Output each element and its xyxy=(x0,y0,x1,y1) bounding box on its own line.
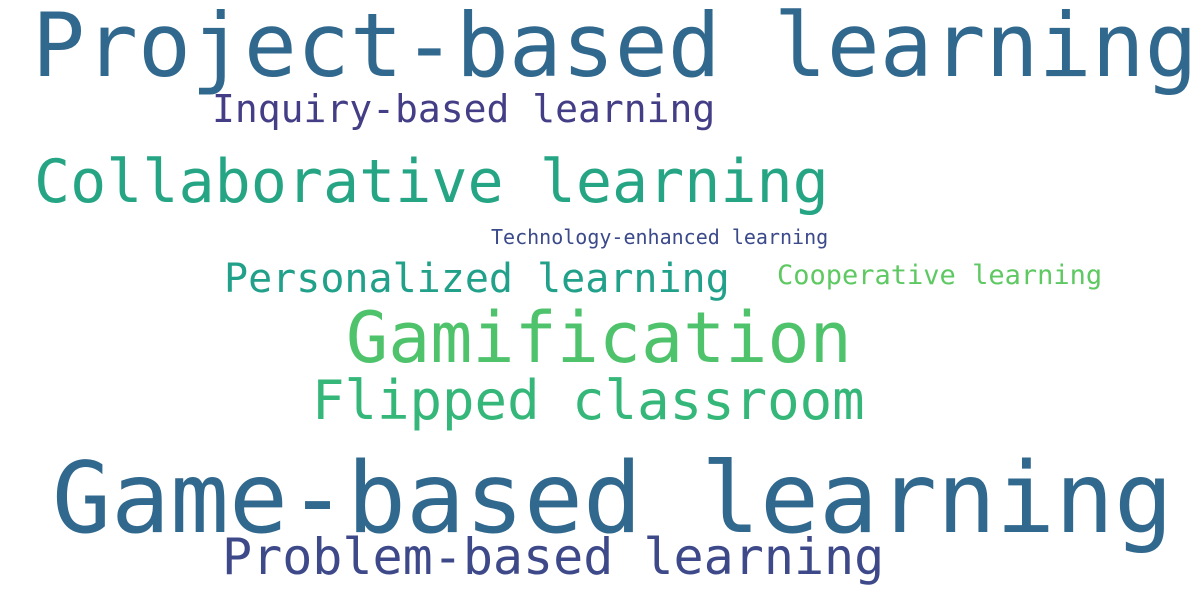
word-cooperative-learning: Cooperative learning xyxy=(777,260,1103,291)
word-game-based-learning: Game-based learning xyxy=(52,442,1174,556)
word-personalized-learning: Personalized learning xyxy=(224,256,730,302)
word-project-based-learning: Project-based learning xyxy=(32,0,1198,97)
word-inquiry-based-learning: Inquiry-based learning xyxy=(212,87,716,131)
word-collaborative-learning: Collaborative learning xyxy=(34,147,829,217)
word-problem-based-learning: Problem-based learning xyxy=(222,528,885,586)
word-flipped-classroom: Flipped classroom xyxy=(312,369,865,432)
word-gamification: Gamification xyxy=(346,297,852,379)
word-technology-enhanced-learning: Technology-enhanced learning xyxy=(491,225,829,249)
